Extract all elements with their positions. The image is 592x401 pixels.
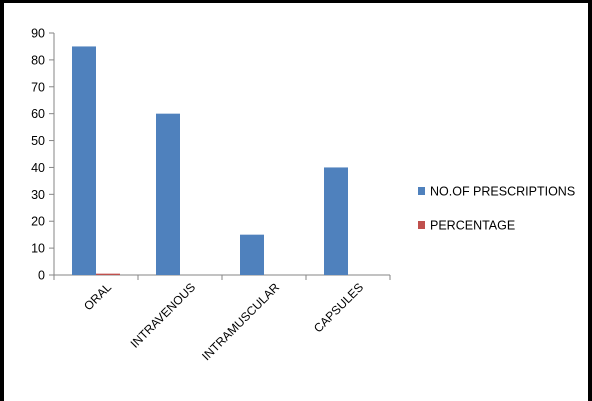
- category-label: INTRAMUSCULAR: [199, 280, 282, 363]
- category-label: INTRAVENOUS: [128, 280, 199, 351]
- y-tick-label: 10: [31, 242, 45, 256]
- y-tick-label: 30: [31, 188, 45, 202]
- category-label: CAPSULES: [311, 280, 366, 335]
- legend-label: NO.OF PRESCRIPTIONS: [430, 185, 575, 199]
- category-labels: ORAL INTRAVENOUS INTRAMUSCULAR CAPSULES: [81, 280, 366, 363]
- x-axis: [53, 274, 391, 280]
- y-tick-label: 60: [31, 107, 45, 121]
- y-tick-label: 40: [31, 161, 45, 175]
- bar-no-of-prescriptions-oral: [72, 46, 96, 275]
- legend-swatch: [418, 187, 425, 195]
- bars: [72, 46, 348, 276]
- category-label: ORAL: [81, 280, 114, 313]
- bar-no-of-prescriptions-intravenous: [156, 113, 180, 276]
- y-tick-label: 0: [38, 269, 45, 283]
- legend: NO.OF PRESCRIPTIONS PERCENTAGE: [418, 185, 575, 233]
- legend-swatch: [418, 221, 425, 229]
- y-tick-label: 90: [31, 27, 45, 41]
- bar-no-of-prescriptions-intramuscular: [240, 234, 264, 275]
- y-axis: 0 10 20 30 40 50 60 70 80 90: [31, 27, 55, 283]
- y-tick-label: 70: [31, 80, 45, 94]
- y-tick-label: 80: [31, 53, 45, 67]
- legend-label: PERCENTAGE: [430, 219, 515, 233]
- bar-no-of-prescriptions-capsules: [324, 167, 348, 275]
- y-tick-label: 50: [31, 134, 45, 148]
- bar-percentage-oral: [96, 273, 120, 275]
- y-tick-label: 20: [31, 215, 45, 229]
